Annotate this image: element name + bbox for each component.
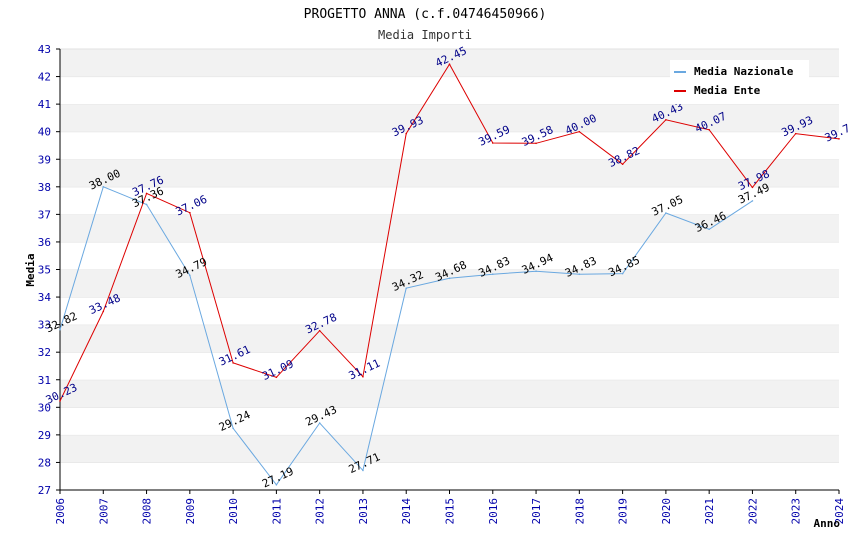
grid-band xyxy=(60,434,839,463)
grid-band xyxy=(60,241,839,270)
y-tick-label: 34 xyxy=(38,291,52,304)
y-tick-label: 37 xyxy=(38,208,51,221)
y-tick-label: 41 xyxy=(38,98,51,111)
data-point xyxy=(362,469,364,472)
y-tick-label: 35 xyxy=(38,264,51,277)
grid-band xyxy=(60,131,839,160)
data-point xyxy=(578,273,581,275)
data-point xyxy=(318,422,321,424)
data-point xyxy=(405,287,408,290)
y-tick-label: 36 xyxy=(38,236,51,249)
y-tick-labels: 27 28 29 30 31 32 33 34 35 36 37 38 39 40 41 42 43 xyxy=(38,43,60,497)
x-tick-label: 2016 xyxy=(487,498,500,525)
data-point xyxy=(535,270,537,272)
data-point xyxy=(145,192,148,195)
grid-band xyxy=(60,407,839,435)
x-tick-label: 2017 xyxy=(530,498,543,525)
data-point xyxy=(838,138,840,140)
data-point xyxy=(621,272,624,275)
data-point xyxy=(751,200,754,202)
x-axis-label: Anno xyxy=(814,517,841,530)
x-tick-label: 2024 xyxy=(833,498,846,525)
y-axis-label: Media xyxy=(24,253,37,286)
data-point xyxy=(621,163,624,166)
chart-subtitle: Media Importi xyxy=(378,28,472,42)
data-point xyxy=(102,186,105,188)
data-point xyxy=(708,128,710,131)
y-tick-label: 27 xyxy=(38,484,51,497)
data-point xyxy=(102,310,105,313)
x-tick-label: 2011 xyxy=(270,498,283,525)
y-tick-label: 30 xyxy=(38,401,51,414)
grid-band xyxy=(60,352,839,380)
grid-band xyxy=(60,159,839,187)
data-point xyxy=(708,228,710,231)
chart-title: PROGETTO ANNA (c.f.04746450966) xyxy=(304,7,547,22)
data-point xyxy=(275,376,278,379)
grid-band xyxy=(60,214,839,242)
data-point xyxy=(448,277,451,280)
x-tick-label: 2019 xyxy=(617,498,630,525)
data-point xyxy=(275,483,278,486)
data-point xyxy=(189,211,191,214)
data-point xyxy=(535,142,537,145)
x-tick-label: 2022 xyxy=(746,498,759,525)
data-point xyxy=(405,132,408,135)
y-tick-label: 42 xyxy=(38,71,51,84)
data-point xyxy=(665,212,667,214)
y-tick-label: 29 xyxy=(38,429,51,442)
data-point xyxy=(578,130,581,133)
x-tick-label: 2013 xyxy=(357,498,370,525)
data-point xyxy=(751,186,754,189)
data-point xyxy=(491,142,494,144)
x-tick-label: 2007 xyxy=(97,498,110,525)
data-point xyxy=(491,273,494,275)
data-point xyxy=(145,203,148,206)
data-point xyxy=(318,329,321,332)
x-tick-label: 2015 xyxy=(444,498,457,525)
legend: Media Nazionale Media Ente xyxy=(670,60,809,104)
legend-label-media-ente: Media Ente xyxy=(694,84,761,97)
y-tick-label: 32 xyxy=(38,346,51,359)
data-point xyxy=(665,119,667,121)
data-point xyxy=(189,274,191,277)
grid-band xyxy=(60,462,839,490)
x-tick-label: 2023 xyxy=(790,498,803,525)
grid-band xyxy=(60,104,839,132)
x-tick-label: 2018 xyxy=(573,498,586,525)
y-tick-label: 38 xyxy=(38,181,51,194)
grid-band xyxy=(60,379,839,408)
grid-band xyxy=(60,269,839,298)
data-point xyxy=(448,63,451,65)
data-point xyxy=(362,375,364,378)
x-tick-label: 2012 xyxy=(314,498,327,525)
grid-bands xyxy=(60,48,839,490)
y-tick-label: 33 xyxy=(38,319,51,332)
y-tick-label: 40 xyxy=(38,126,51,139)
legend-label-media-nazionale: Media Nazionale xyxy=(694,65,794,78)
x-tick-label: 2010 xyxy=(227,498,240,525)
y-tick-label: 39 xyxy=(38,153,51,166)
x-tick-labels: 2006 2007 2008 2009 2010 2011 2012 2013 2014 2015… xyxy=(54,490,846,525)
data-point xyxy=(794,132,797,135)
grid-band xyxy=(60,186,839,215)
x-tick-label: 2009 xyxy=(184,498,197,525)
legend-box xyxy=(670,60,809,104)
y-tick-label: 31 xyxy=(38,374,51,387)
grid-band xyxy=(60,297,839,325)
data-point xyxy=(232,427,234,430)
data-point xyxy=(232,362,234,364)
y-tick-label: 28 xyxy=(38,456,51,469)
x-tick-label: 2006 xyxy=(54,498,67,525)
y-tick-label: 43 xyxy=(38,43,51,56)
x-tick-label: 2020 xyxy=(660,498,673,525)
x-tick-label: 2008 xyxy=(141,498,154,525)
x-tick-label: 2014 xyxy=(400,498,413,525)
x-tick-label: 2021 xyxy=(703,498,716,525)
grid-band xyxy=(60,324,839,353)
data-point xyxy=(59,328,61,331)
data-point xyxy=(59,400,61,402)
